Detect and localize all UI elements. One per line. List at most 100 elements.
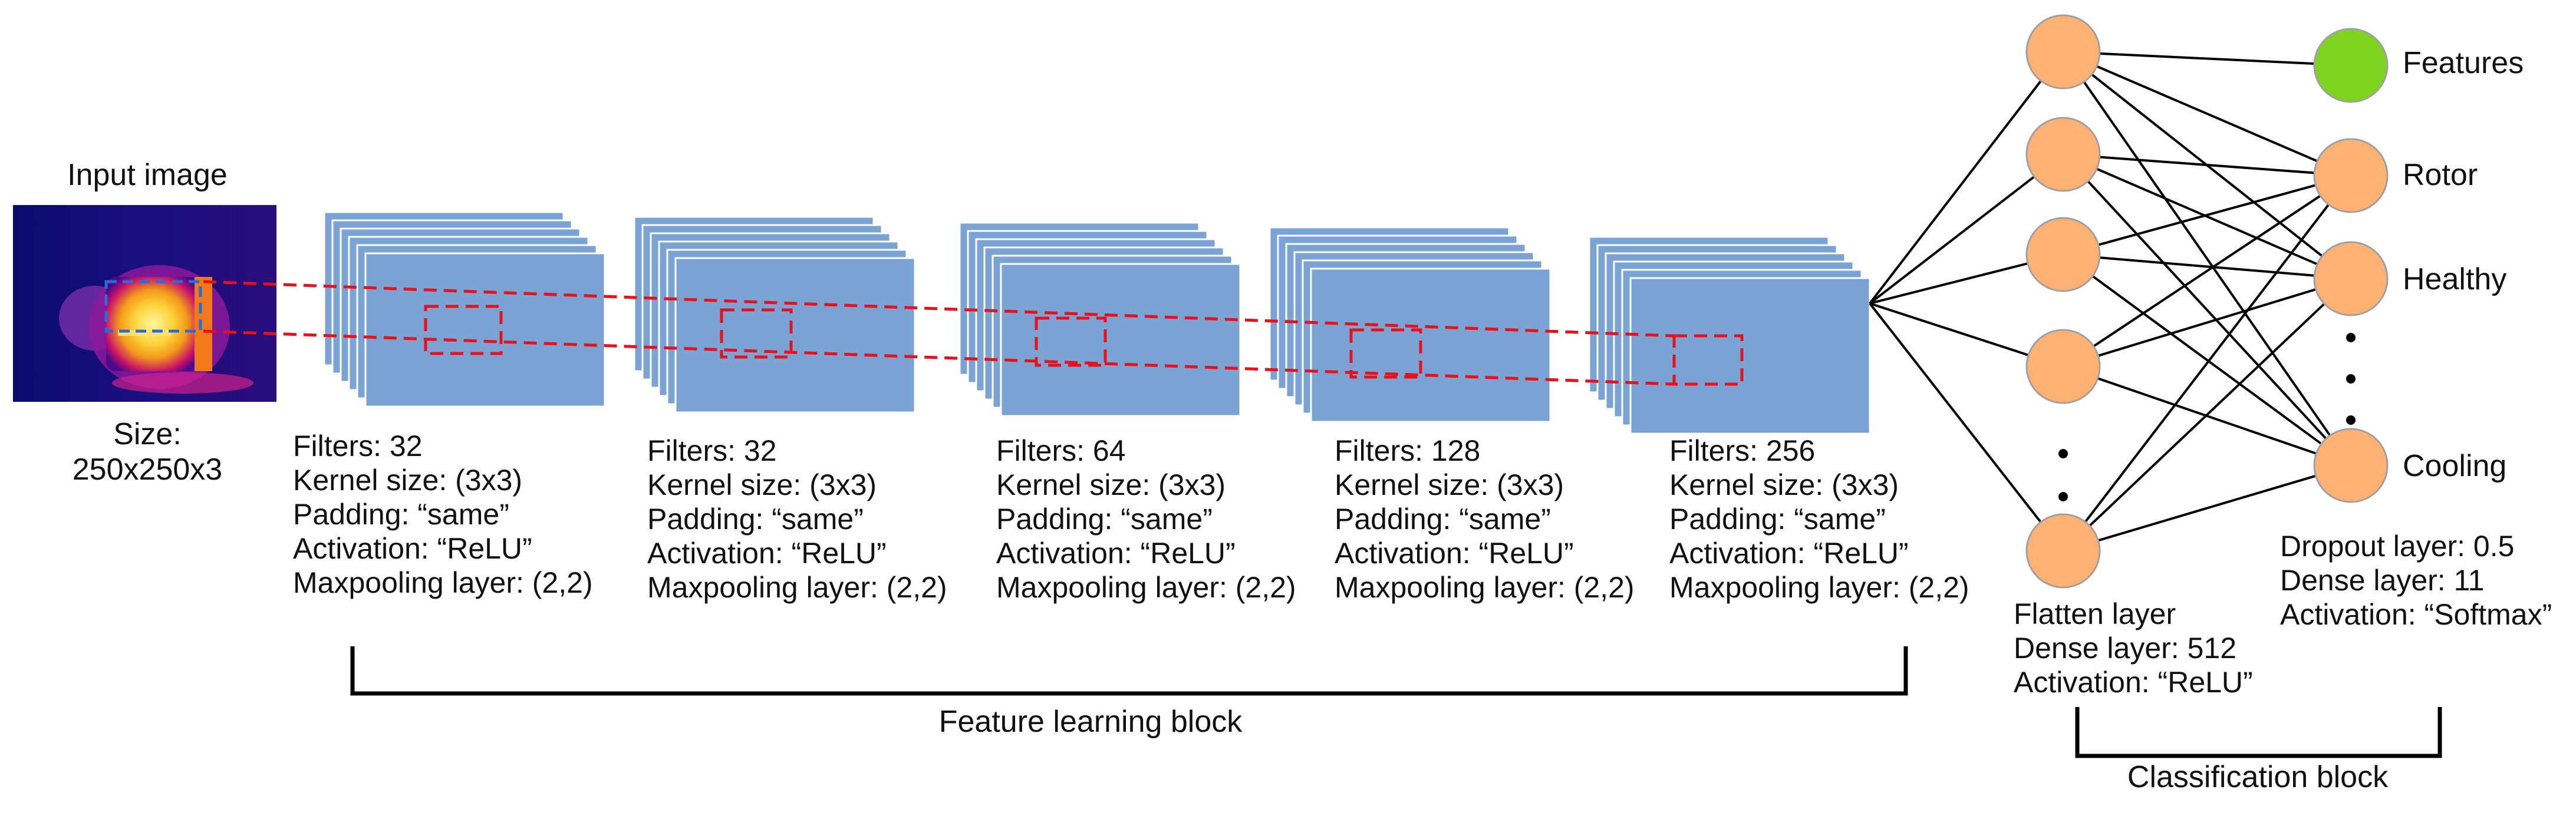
classification-block-bracket <box>2075 707 2442 758</box>
feature-map <box>674 257 916 414</box>
class-label-rotor: Rotor <box>2403 158 2478 192</box>
edge-hidden-1-to-output-2 <box>2063 51 2351 177</box>
conv5-kernel: Kernel size: (3x3) <box>1669 468 1899 501</box>
feature-map-stack-3 <box>958 222 1241 417</box>
edge-hidden-2-to-output-3 <box>2063 153 2351 280</box>
output-neuron-2 <box>2313 241 2389 316</box>
conv3-filters: Filters: 64 <box>996 434 1126 467</box>
input-image-title: Input image <box>67 158 228 192</box>
flatten-label: Flatten layer <box>2014 597 2176 630</box>
dashed-projection-bottom <box>203 329 1675 386</box>
feature-map-stack-1 <box>323 211 606 408</box>
conv2-kernel: Kernel size: (3x3) <box>647 468 877 501</box>
conv5-filters: Filters: 256 <box>1669 434 1816 467</box>
conv-layer-1-params: Filters: 32 Kernel size: (3x3) Padding: … <box>293 429 593 600</box>
hidden-neuron-1 <box>2025 14 2101 90</box>
class-label-cooling: Cooling <box>2403 449 2507 483</box>
output-ellipsis-dot-2 <box>2346 374 2356 384</box>
class-label-healthy: Healthy <box>2403 262 2507 296</box>
conv-layer-5-params: Filters: 256 Kernel size: (3x3) Padding:… <box>1669 434 1969 604</box>
dense-network <box>1869 14 2389 589</box>
edge-hidden-1-to-output-4 <box>2062 51 2352 467</box>
edge-hidden-3-to-output-4 <box>2062 253 2352 467</box>
edge-flatten-to-hidden-2 <box>1869 153 2064 305</box>
conv5-padding: Padding: “same” <box>1669 503 1886 536</box>
conv1-pool: Maxpooling layer: (2,2) <box>293 566 593 599</box>
feature-map-stack-2 <box>633 216 916 414</box>
conv3-kernel: Kernel size: (3x3) <box>996 468 1226 501</box>
edge-hidden-5-to-output-2 <box>2062 174 2352 552</box>
feature-map-stack-4 <box>1269 226 1551 423</box>
edge-hidden-3-to-output-3 <box>2063 253 2351 280</box>
edge-hidden-2-to-output-4 <box>2062 153 2352 467</box>
output-ellipsis-dot-3 <box>2346 415 2356 425</box>
edge-hidden-3-to-output-2 <box>2063 174 2351 256</box>
conv3-pool: Maxpooling layer: (2,2) <box>996 571 1296 604</box>
edge-hidden-4-to-output-2 <box>2062 174 2352 368</box>
feature-map <box>364 252 606 408</box>
flatten-dense-params: Flatten layer Dense layer: 512 Activatio… <box>2014 597 2253 699</box>
softmax-activation-label: Activation: “Softmax” <box>2280 598 2552 631</box>
conv5-pool: Maxpooling layer: (2,2) <box>1669 571 1969 604</box>
edge-hidden-5-to-output-3 <box>2062 277 2352 552</box>
hidden-ellipsis-dot-1 <box>2058 449 2068 458</box>
conv3-activation: Activation: “ReLU” <box>996 537 1236 570</box>
edge-hidden-2-to-output-2 <box>2063 153 2351 177</box>
edge-flatten-to-hidden-5 <box>1869 302 2064 552</box>
conv2-padding: Padding: “same” <box>647 503 864 536</box>
feature-map <box>1000 263 1241 417</box>
feature-map <box>1629 277 1871 435</box>
dashed-projection-top <box>203 280 1675 338</box>
edge-hidden-5-to-output-4 <box>2063 464 2351 552</box>
conv2-pool: Maxpooling layer: (2,2) <box>647 571 947 604</box>
receptive-field-box-4 <box>1349 328 1422 379</box>
input-size-label: Size: <box>113 417 182 451</box>
input-thermal-image <box>13 205 276 402</box>
conv1-padding: Padding: “same” <box>293 498 509 531</box>
conv-layer-3-params: Filters: 64 Kernel size: (3x3) Padding: … <box>996 434 1296 604</box>
class-label-features: Features <box>2403 46 2524 80</box>
hidden-neuron-4 <box>2025 329 2101 404</box>
conv2-activation: Activation: “ReLU” <box>647 537 887 570</box>
features-neuron <box>2313 28 2389 103</box>
dense11-label: Dense layer: 11 <box>2280 564 2485 597</box>
hidden-ellipsis-dot-2 <box>2058 492 2068 501</box>
dense512-label: Dense layer: 512 <box>2014 632 2237 665</box>
feature-map-stacks <box>323 211 1871 435</box>
dropout-label: Dropout layer: 0.5 <box>2280 530 2515 563</box>
conv4-padding: Padding: “same” <box>1335 503 1551 536</box>
relu-activation-label: Activation: “ReLU” <box>2014 666 2253 699</box>
receptive-field-lines <box>203 280 1744 386</box>
conv-layer-4-params: Filters: 128 Kernel size: (3x3) Padding:… <box>1335 434 1635 604</box>
conv1-activation: Activation: “ReLU” <box>293 532 532 565</box>
conv1-kernel: Kernel size: (3x3) <box>293 464 523 497</box>
output-params: Dropout layer: 0.5 Dense layer: 11 Activ… <box>2280 529 2552 632</box>
feature-map-stack-5 <box>1588 236 1871 435</box>
hidden-neuron-3 <box>2025 217 2101 292</box>
conv5-activation: Activation: “ReLU” <box>1669 537 1909 570</box>
feature-learning-block-label: Feature learning block <box>938 705 1243 739</box>
hidden-neuron-5 <box>2025 513 2101 589</box>
output-neuron-1 <box>2313 138 2389 213</box>
input-size-value: 250x250x3 <box>72 452 223 487</box>
hidden-neuron-2 <box>2025 117 2101 192</box>
edge-hidden-1-to-output-1 <box>2063 51 2351 67</box>
receptive-field-box-3 <box>1035 316 1107 367</box>
conv4-kernel: Kernel size: (3x3) <box>1335 468 1564 501</box>
conv4-filters: Filters: 128 <box>1335 434 1481 467</box>
receptive-field-box-1 <box>424 305 503 355</box>
edge-hidden-4-to-output-3 <box>2063 277 2351 368</box>
conv3-padding: Padding: “same” <box>996 503 1213 536</box>
output-ellipsis-dot-1 <box>2346 333 2356 342</box>
conv4-activation: Activation: “ReLU” <box>1335 537 1574 570</box>
output-neuron-3 <box>2313 428 2389 503</box>
conv2-filters: Filters: 32 <box>647 434 777 467</box>
receptive-field-box-2 <box>720 308 793 359</box>
edge-flatten-to-hidden-1 <box>1869 51 2064 305</box>
feature-map <box>1310 267 1551 423</box>
feature-block-bracket <box>350 646 1908 696</box>
conv4-pool: Maxpooling layer: (2,2) <box>1335 571 1635 604</box>
conv-layer-2-params: Filters: 32 Kernel size: (3x3) Padding: … <box>647 434 947 604</box>
receptive-field-box-5 <box>1672 334 1744 386</box>
